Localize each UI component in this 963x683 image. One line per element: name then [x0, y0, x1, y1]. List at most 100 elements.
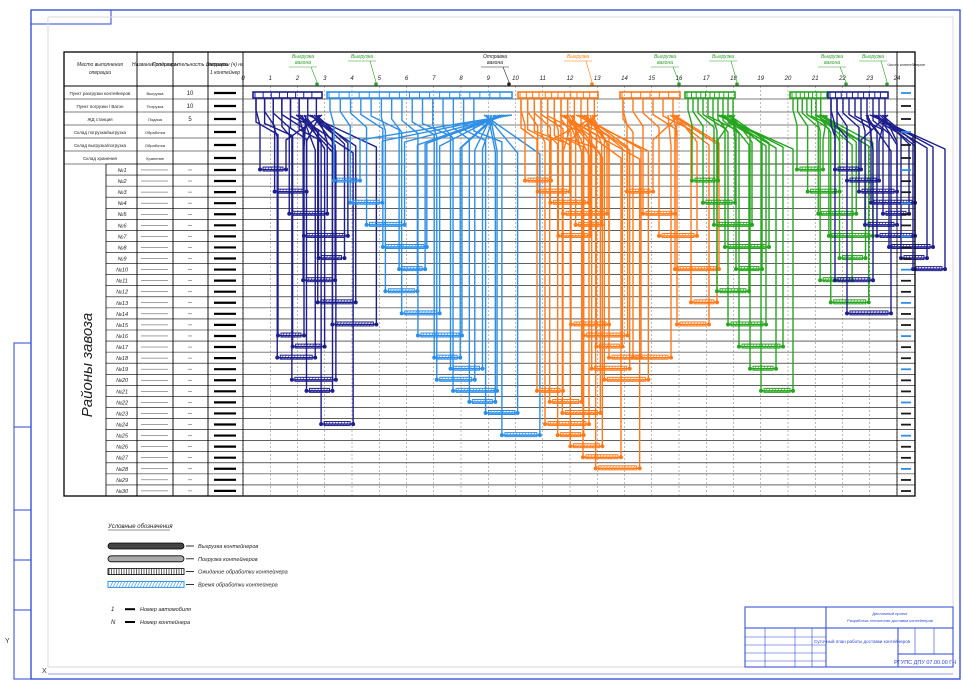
callout-text: Выгрузка [567, 54, 589, 60]
timeline-tick-label: 12 [567, 76, 574, 82]
legend: Условные обозначения Выгрузка контейнеров… [107, 524, 288, 626]
title-block: Дипломный проект Разработка технологии д… [744, 606, 956, 668]
district-row-label: №19 [116, 367, 128, 373]
header-h4: Затраты (ч) на [206, 62, 244, 68]
binding-strip [13, 342, 32, 680]
district-row-label: №25 [116, 434, 129, 440]
timeline-tick-label: 6 [405, 76, 409, 82]
legend-label: Время обработки контейнера [198, 581, 278, 588]
callout-text: Выгрузка [862, 54, 884, 60]
right-column-header: Число контейнеров [887, 62, 925, 67]
timeline-tick-label: 20 [784, 76, 792, 82]
timeline-tick-label: 5 [378, 76, 382, 82]
route-group-green-a [684, 91, 795, 393]
timeline-tick-label: 22 [838, 76, 846, 82]
district-row-label: №6 [117, 223, 127, 229]
district-row-label: №8 [117, 245, 127, 251]
district-row-label: №9 [117, 257, 126, 263]
timeline-tick-label: 7 [432, 76, 436, 82]
top-row-dur: 5 [188, 117, 192, 123]
top-row-place: Склад хранения [83, 156, 118, 161]
timeline-tick-label: 10 [512, 76, 519, 82]
timeline-tick-label: 23 [865, 76, 873, 82]
callout: Выгрузка [348, 54, 378, 86]
timeline-tick-label: 9 [487, 76, 491, 82]
timeline-tick-label: 19 [757, 76, 764, 82]
route-group-orange [517, 91, 651, 471]
timeline-tick-label: 13 [594, 76, 601, 82]
district-row-label: №13 [116, 301, 129, 307]
callout-text: вагона [657, 60, 673, 66]
district-row-label: №23 [116, 411, 129, 417]
axis-y-marker: Y [5, 638, 10, 645]
inner-frame [47, 16, 954, 668]
callout-text: Выгрузка [654, 54, 676, 60]
callout: Выгрузка [564, 54, 594, 86]
timeline-tick-label: 14 [621, 76, 628, 82]
callout-text: Отправка [483, 54, 507, 60]
district-row-label: №22 [116, 400, 128, 406]
timeline-tick-label: 0 [241, 76, 245, 82]
route-group-light-blue [326, 91, 542, 438]
route-group-navy-right [827, 91, 947, 316]
timeline-tick-label: 1 [269, 76, 272, 82]
title-topic: Разработка технологии доставки контейнер… [847, 618, 933, 623]
route-group-green-b [789, 91, 875, 305]
table-header: Место выполнения операции Название операци… [77, 62, 244, 76]
callout-text: вагона [824, 60, 840, 66]
callout: Выгрузка [709, 54, 739, 86]
timeline-tick-label: 11 [540, 76, 546, 82]
timeline-tick-label: 17 [703, 76, 710, 82]
title-university: Дипломный проект [872, 611, 908, 616]
district-row-label: №16 [116, 334, 129, 340]
legend-item: Ожидание обработки контейнера [107, 568, 288, 576]
legend-title: Условные обозначения [107, 524, 173, 530]
schedule-table [63, 51, 916, 497]
district-row-label: №3 [117, 190, 127, 196]
district-row-label: №2 [117, 179, 126, 185]
legend-label: Ожидание обработки контейнера [198, 569, 288, 576]
timeline-tick-label: 2 [295, 76, 300, 82]
timeline-tick-label: 3 [323, 76, 327, 82]
legend-label: Номер контейнера [140, 619, 190, 626]
timeline-tick-label: 18 [730, 76, 737, 82]
timeline-tick-label: 24 [893, 76, 901, 82]
callout-text: Выгрузка [821, 54, 843, 60]
legend-item: Время обработки контейнера [107, 580, 278, 588]
legend-item: Выгрузка контейнеров [107, 542, 258, 550]
legend-symbol: 1 [111, 607, 114, 613]
district-row-label: №14 [116, 312, 128, 318]
district-row-label: №11 [116, 279, 128, 285]
district-row-label: №26 [116, 445, 129, 451]
title-doc-code: РГУПС ДПУ 07.00.00 ГЧ [894, 660, 956, 666]
legend-item: 1 Номер автомобиля [111, 607, 191, 613]
header-h2: Название операции [132, 62, 178, 68]
route-group-orange-b [619, 91, 721, 360]
left-rows: Пункт разгрузки контейнеров Выгрузка 10 Пун… [70, 90, 236, 495]
district-row-label: №30 [116, 489, 129, 495]
top-row-place: Пункт погрузки / Вагон [77, 104, 124, 109]
district-row-label: №24 [116, 423, 128, 429]
callout: Выгрузка [859, 54, 889, 86]
header-h3: Продолжи-тельность операции [152, 62, 228, 68]
district-label: Районы завоза [79, 313, 96, 417]
legend-label: Погрузка контейнеров [198, 556, 258, 563]
legend-item: N Номер контейнера [111, 619, 190, 626]
district-row-label: №1 [117, 168, 126, 174]
district-row-label: №15 [116, 323, 129, 329]
top-row-op: Обработка [145, 130, 166, 135]
title-drawing: Суточный план работы доставки контейнеро… [814, 638, 911, 644]
route-group-navy-left [252, 91, 379, 427]
top-row-place: Склад погрузка/выгрузка [74, 130, 127, 135]
timeline-tick-label: 16 [676, 76, 683, 82]
district-row-label: №29 [116, 478, 128, 484]
district-row-label: №4 [117, 201, 126, 207]
district-row-label: №20 [116, 378, 129, 384]
right-count-column: Число контейнеров [887, 52, 925, 496]
district-row-label: №7 [117, 234, 127, 240]
district-row-label: №27 [116, 456, 129, 462]
